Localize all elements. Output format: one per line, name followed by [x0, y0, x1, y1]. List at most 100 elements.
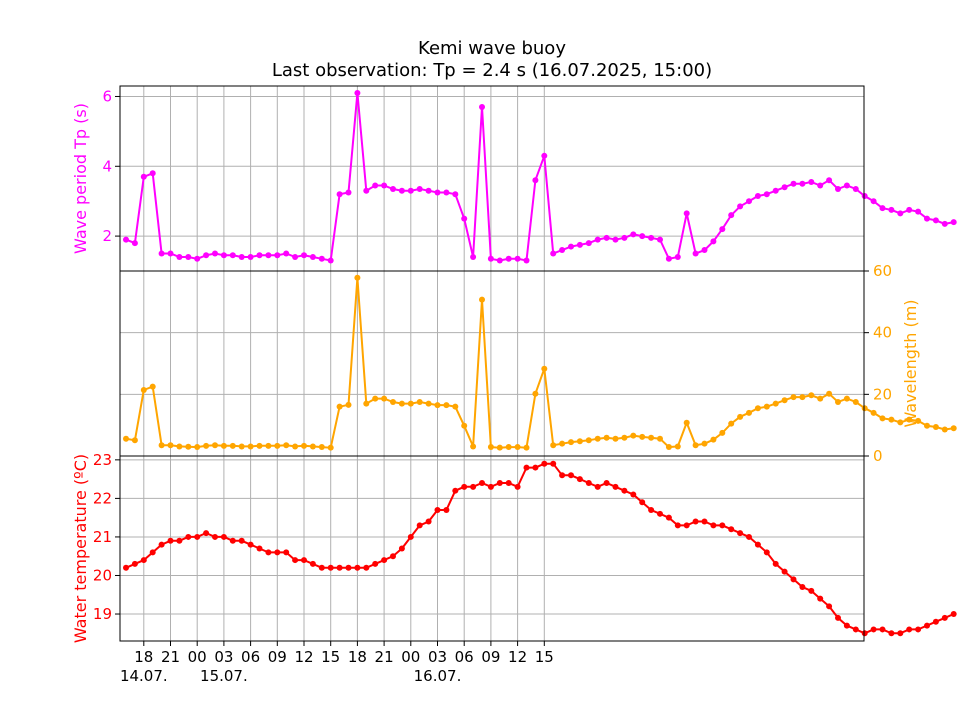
data-point: [648, 234, 655, 241]
data-point: [167, 250, 174, 257]
chart-title-line1: Kemi wave buoy: [418, 38, 566, 59]
data-point: [203, 442, 210, 449]
data-point: [808, 587, 815, 594]
data-point: [826, 390, 833, 397]
data-point: [835, 185, 841, 192]
data-point: [879, 415, 886, 422]
data-point: [220, 533, 227, 540]
y-tick-label: 20: [873, 385, 892, 403]
data-point: [772, 187, 779, 194]
data-point: [746, 409, 752, 416]
x-tick-label: 15: [535, 648, 554, 666]
data-point: [950, 611, 957, 618]
data-point: [390, 553, 396, 560]
data-point: [176, 443, 183, 450]
data-point: [274, 549, 281, 556]
data-point: [407, 187, 414, 194]
data-point: [336, 564, 343, 571]
data-point: [906, 206, 913, 213]
data-point: [817, 595, 824, 602]
data-point: [434, 506, 441, 513]
data-point: [158, 541, 165, 548]
x-tick-label: 00: [401, 648, 420, 666]
y-tick-label: 0: [873, 447, 883, 465]
data-point: [274, 252, 281, 259]
data-point: [265, 442, 272, 449]
data-point: [505, 255, 512, 262]
data-point: [514, 483, 521, 490]
x-tick-label: 12: [294, 648, 313, 666]
data-point: [763, 403, 770, 410]
data-point: [256, 442, 263, 449]
data-point: [283, 250, 290, 257]
data-point: [149, 549, 156, 556]
data-point: [407, 533, 414, 540]
data-point: [808, 178, 815, 185]
x-tick-label: 09: [268, 648, 287, 666]
data-point: [256, 545, 263, 552]
data-point: [140, 557, 147, 564]
data-point: [950, 219, 957, 226]
data-point: [915, 208, 922, 215]
data-point: [692, 518, 699, 525]
data-point: [487, 483, 494, 490]
data-point: [194, 533, 201, 540]
data-point: [247, 254, 254, 261]
data-point: [852, 626, 859, 633]
data-point: [763, 191, 770, 198]
data-point: [568, 472, 574, 479]
data-point: [897, 630, 904, 637]
data-point: [754, 541, 761, 548]
data-point: [781, 397, 788, 404]
y-tick-label: 19: [93, 605, 112, 623]
data-point: [212, 250, 218, 257]
panel-frame: [119, 270, 865, 457]
data-point: [683, 522, 690, 529]
data-point: [879, 626, 886, 633]
data-point: [924, 622, 930, 629]
data-point: [630, 491, 637, 498]
data-point: [924, 215, 930, 222]
data-point: [772, 560, 779, 567]
data-point: [487, 255, 494, 262]
data-point: [283, 442, 290, 449]
data-point: [390, 185, 396, 192]
data-point: [131, 240, 138, 247]
data-point: [229, 252, 236, 259]
data-point: [327, 444, 334, 451]
data-point: [683, 419, 690, 426]
data-point: [674, 522, 681, 529]
data-point: [710, 436, 717, 443]
data-point: [452, 403, 459, 410]
data-point: [158, 250, 165, 257]
data-point: [737, 530, 744, 537]
data-point: [594, 483, 601, 490]
data-point: [897, 210, 904, 217]
data-point: [550, 250, 557, 257]
y-tick-label: 23: [93, 451, 112, 469]
chart-title-line2: Last observation: Tp = 2.4 s (16.07.2025…: [272, 60, 712, 81]
data-point: [576, 476, 583, 483]
data-point: [398, 400, 405, 407]
data-point: [461, 215, 468, 222]
data-point: [559, 247, 566, 254]
data-point: [612, 483, 619, 490]
data-point: [354, 89, 361, 96]
data-point: [292, 443, 299, 450]
data-point: [523, 444, 530, 451]
data-point: [612, 435, 619, 442]
data-point: [301, 442, 307, 449]
data-point: [443, 506, 450, 513]
data-point: [799, 180, 806, 187]
data-point: [941, 614, 948, 621]
data-point: [870, 409, 877, 416]
panel-frame: [119, 455, 865, 642]
data-point: [301, 252, 307, 259]
data-point: [301, 557, 307, 564]
panel-1: 2 4 6 Wave period Tp (s): [71, 85, 957, 272]
data-point: [523, 257, 530, 264]
data-point: [701, 247, 708, 254]
data-point: [541, 460, 548, 467]
data-point: [470, 254, 477, 261]
y-tick-label: 40: [873, 324, 892, 342]
